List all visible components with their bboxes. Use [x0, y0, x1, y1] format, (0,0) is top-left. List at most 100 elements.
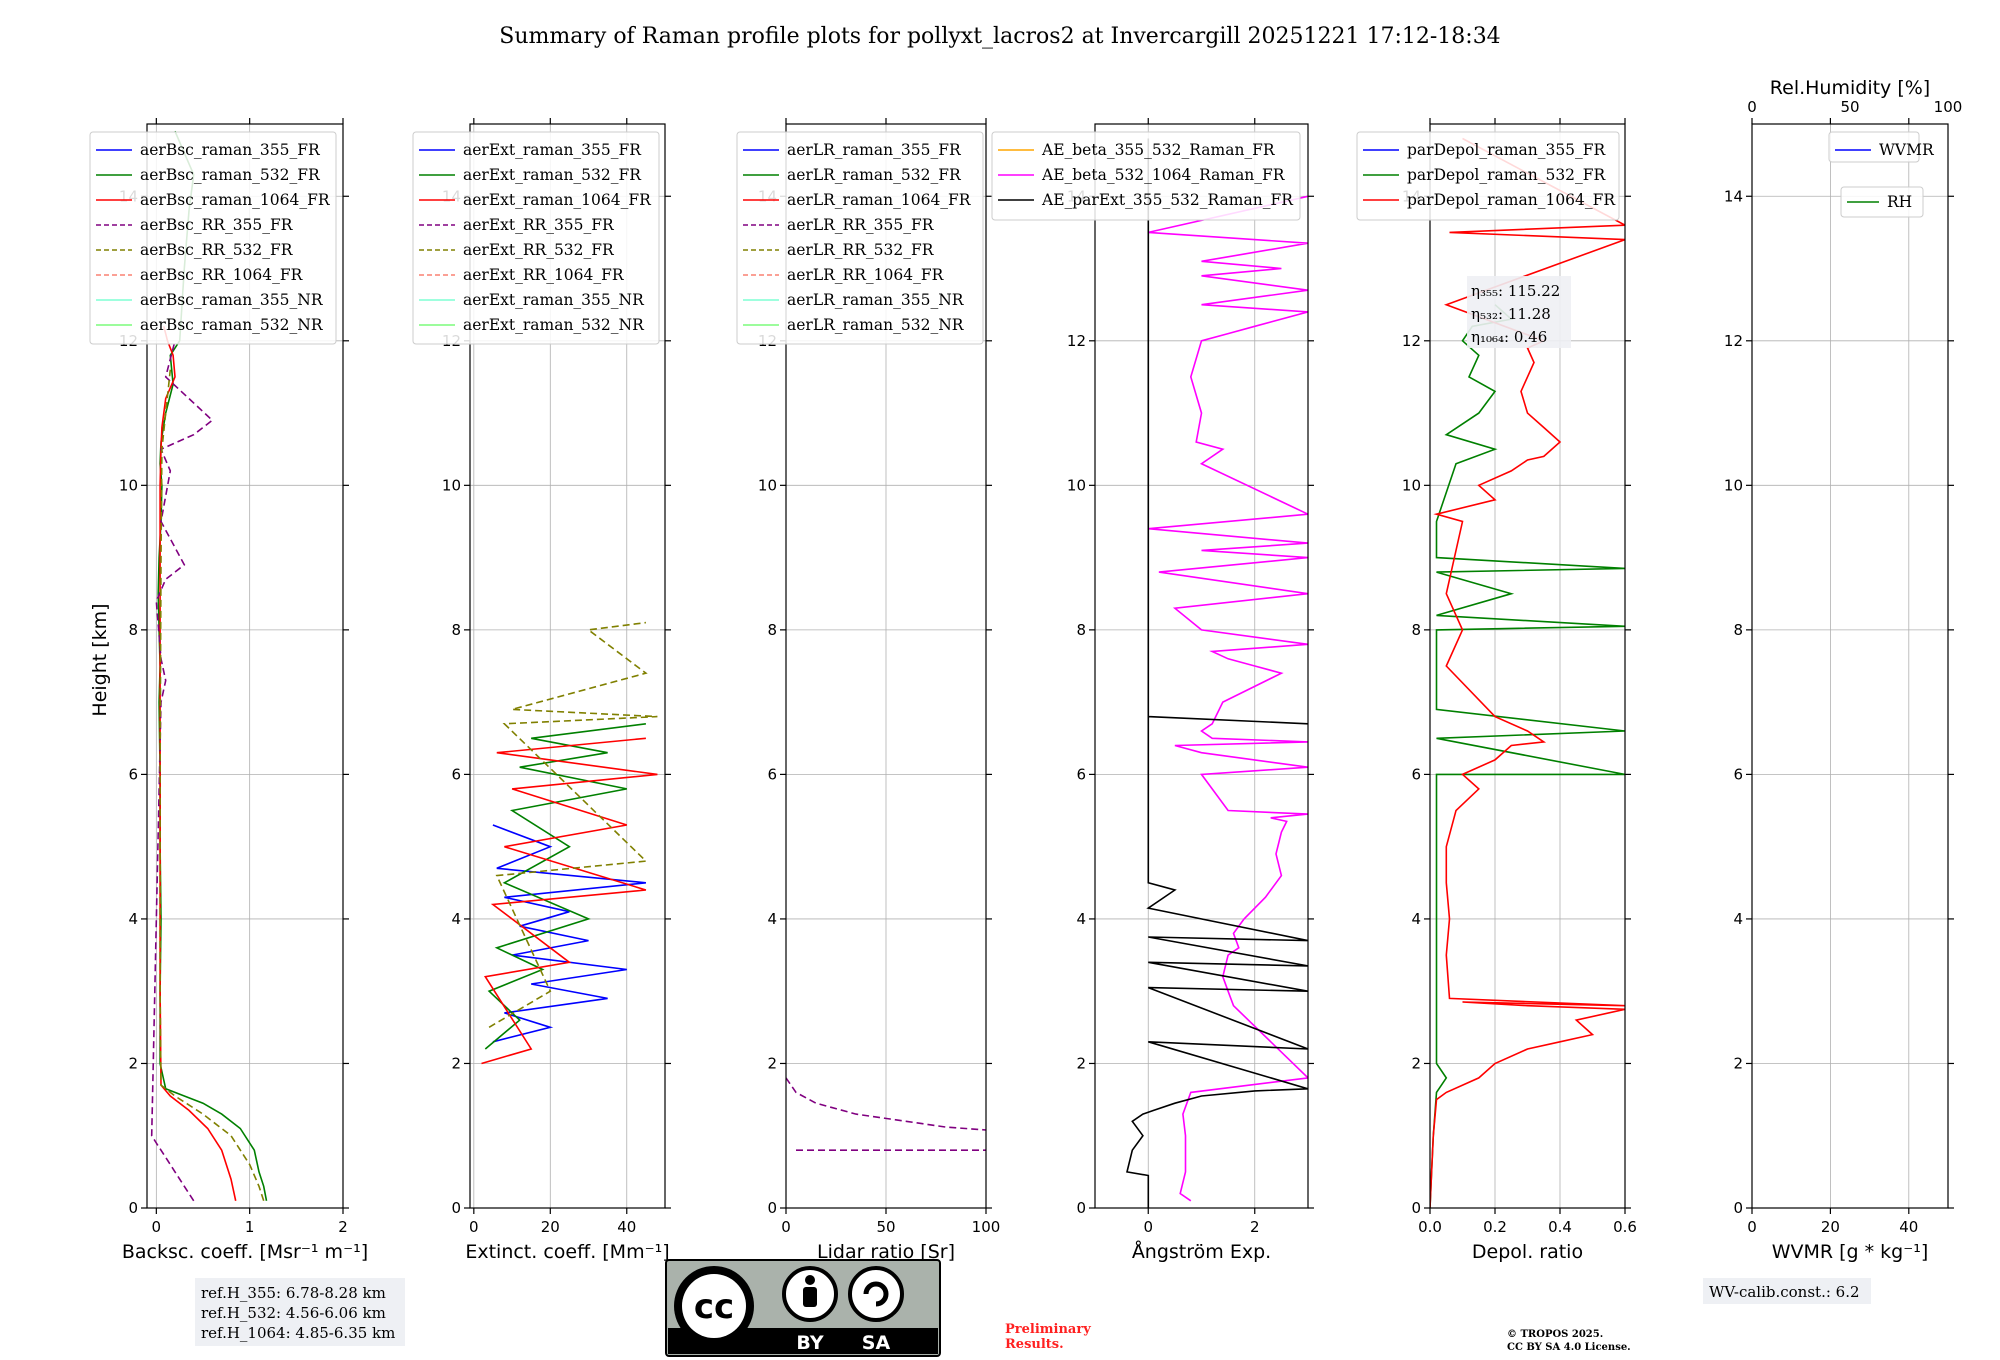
y-tick-label: 4 — [451, 910, 461, 928]
y-tick-label: 6 — [128, 765, 138, 783]
y-tick-label: 4 — [1733, 910, 1743, 928]
eta-annotation: η₃₅₅: 115.22 η₅₃₂: 11.28 η₁₀₆₄: 0.46 — [1467, 276, 1571, 348]
y-tick-label: 2 — [128, 1054, 138, 1072]
top-x-tick-label: 100 — [1934, 98, 1963, 116]
y-tick-label: 10 — [1724, 476, 1743, 494]
x-tick-label: 0 — [1747, 1218, 1757, 1236]
ref-heights-box: ref.H_355: 6.78-8.28 km ref.H_532: 4.56-… — [195, 1278, 405, 1346]
copyright-line1: © TROPOS 2025. — [1507, 1329, 1603, 1340]
series-line-aerBsc_raman_1064_FR — [159, 326, 237, 1201]
x-axis-label: Ångström Exp. — [1132, 1240, 1271, 1263]
legend-entry: parDepol_raman_532_FR — [1407, 166, 1607, 184]
y-tick-label: 0 — [451, 1199, 461, 1217]
y-tick-label: 8 — [1411, 621, 1421, 639]
legend-entry: aerLR_RR_532_FR — [787, 241, 935, 259]
legend-box — [89, 131, 337, 345]
sa-share-icon — [848, 1266, 904, 1322]
badge-by-label: BY — [796, 1332, 823, 1354]
series-group — [481, 621, 658, 1065]
legend: WVMR — [1828, 131, 1935, 163]
y-tick-label: 2 — [1411, 1054, 1421, 1072]
y-tick-label: 2 — [767, 1054, 777, 1072]
badge-sa-label: SA — [862, 1332, 891, 1354]
sa-arrow — [863, 1281, 889, 1307]
legend-entry: WVMR — [1879, 141, 1935, 159]
panels-layer: 0 2 4 6 8 10 12 14 0 12 Backsc. coeff. [Msr⁻¹ m⁻¹]… — [89, 77, 1962, 1263]
legend-entry: aerExt_raman_532_NR — [463, 316, 645, 334]
cc-icon-text: cc — [694, 1287, 734, 1327]
x-tick-label: 0.0 — [1418, 1218, 1442, 1236]
legend-entry: aerExt_raman_1064_FR — [463, 191, 652, 209]
legend: aerExt_raman_355_FR aerExt_raman_532_FRae… — [412, 131, 660, 345]
legend-entry: RH — [1887, 193, 1912, 211]
y-tick-label: 4 — [1076, 910, 1086, 928]
legend-entry: aerBsc_raman_532_NR — [140, 316, 324, 334]
series-line-parDepol_raman_532_FR — [1430, 304, 1625, 1208]
top-x-tick-label: 0 — [1747, 98, 1757, 116]
legend-box — [736, 131, 984, 345]
legend-entry: aerLR_raman_532_FR — [787, 166, 962, 184]
top-axis-label: Rel.Humidity [%] — [1770, 77, 1930, 99]
legend-entry: aerLR_raman_355_NR — [787, 291, 965, 309]
y-tick-label: 0 — [1733, 1199, 1743, 1217]
y-tick-label: 4 — [1411, 910, 1421, 928]
y-tick-label: 4 — [767, 910, 777, 928]
x-tick-label: 20 — [1821, 1218, 1840, 1236]
y-tick-label: 14 — [1724, 187, 1743, 205]
y-tick-label: 12 — [1067, 332, 1086, 350]
x-tick-label: 0.2 — [1483, 1218, 1507, 1236]
series-line-aerBsc_RR_532_FR — [159, 369, 265, 1202]
panel-extinction: 0246810121402040Extinct. coeff. [Mm⁻¹]ae… — [412, 118, 671, 1263]
legend-entry: aerExt_raman_355_FR — [463, 141, 642, 159]
x-tick-label: 0 — [469, 1218, 479, 1236]
panel-frame — [469, 123, 666, 1209]
series-line-aerLR_RR_355_FR — [786, 1077, 986, 1131]
by-person-body — [803, 1287, 817, 1307]
y-tick-label: 12 — [1402, 332, 1421, 350]
legend-entry: aerBsc_raman_532_FR — [140, 166, 321, 184]
y-tick-label: 10 — [442, 476, 461, 494]
x-axis-label: Backsc. coeff. [Msr⁻¹ m⁻¹] — [122, 1241, 368, 1263]
x-axis-label: Lidar ratio [Sr] — [817, 1241, 955, 1263]
legend: aerBsc_raman_355_FR aerBsc_raman_532_FRae… — [89, 131, 337, 345]
x-axis-label: WVMR [g * kg⁻¹] — [1772, 1241, 1929, 1263]
x-tick-label: 0 — [152, 1218, 162, 1236]
legend-entry: aerLR_raman_1064_FR — [787, 191, 972, 209]
preliminary-note-line1: Preliminary — [1005, 1322, 1091, 1337]
legend-box — [1356, 131, 1620, 221]
ref-height-1064: ref.H_1064: 4.85-6.35 km — [201, 1324, 395, 1342]
y-tick-label: 2 — [1076, 1054, 1086, 1072]
legend-entry: aerBsc_RR_355_FR — [140, 216, 294, 234]
legend-rh: RH — [1840, 186, 1924, 218]
eta-value: η₅₃₂: 11.28 — [1471, 305, 1551, 323]
y-tick-label: 4 — [128, 910, 138, 928]
legend-entry: aerLR_raman_532_NR — [787, 316, 965, 334]
legend-entry: aerExt_raman_355_NR — [463, 291, 645, 309]
legend-entry: aerExt_RR_1064_FR — [463, 266, 625, 284]
eta-value: η₃₅₅: 115.22 — [1471, 282, 1560, 300]
legend-entry: AE_beta_355_532_Raman_FR — [1041, 141, 1276, 159]
y-tick-label: 0 — [1411, 1199, 1421, 1217]
legend-entry: aerLR_RR_355_FR — [787, 216, 935, 234]
legend-entry: aerLR_RR_1064_FR — [787, 266, 945, 284]
legend-entry: aerBsc_raman_355_NR — [140, 291, 324, 309]
y-tick-label: 10 — [1402, 476, 1421, 494]
legend-entry: aerExt_RR_532_FR — [463, 241, 615, 259]
preliminary-note-line2: Results. — [1005, 1337, 1064, 1352]
y-tick-label: 8 — [767, 621, 777, 639]
by-person-head — [805, 1275, 815, 1285]
legend-entry: aerExt_raman_532_FR — [463, 166, 642, 184]
x-tick-label: 40 — [617, 1218, 636, 1236]
legend: parDepol_raman_355_FR parDepol_raman_532_… — [1356, 131, 1620, 221]
legend-entry: parDepol_raman_355_FR — [1407, 141, 1607, 159]
y-tick-label: 6 — [1411, 765, 1421, 783]
y-tick-label: 6 — [767, 765, 777, 783]
legend: AE_beta_355_532_Raman_FR AE_beta_532_1064… — [991, 131, 1301, 221]
y-tick-label: 10 — [119, 476, 138, 494]
cc-icon — [682, 1274, 746, 1338]
legend-box — [991, 131, 1301, 221]
y-tick-label: 0 — [128, 1199, 138, 1217]
